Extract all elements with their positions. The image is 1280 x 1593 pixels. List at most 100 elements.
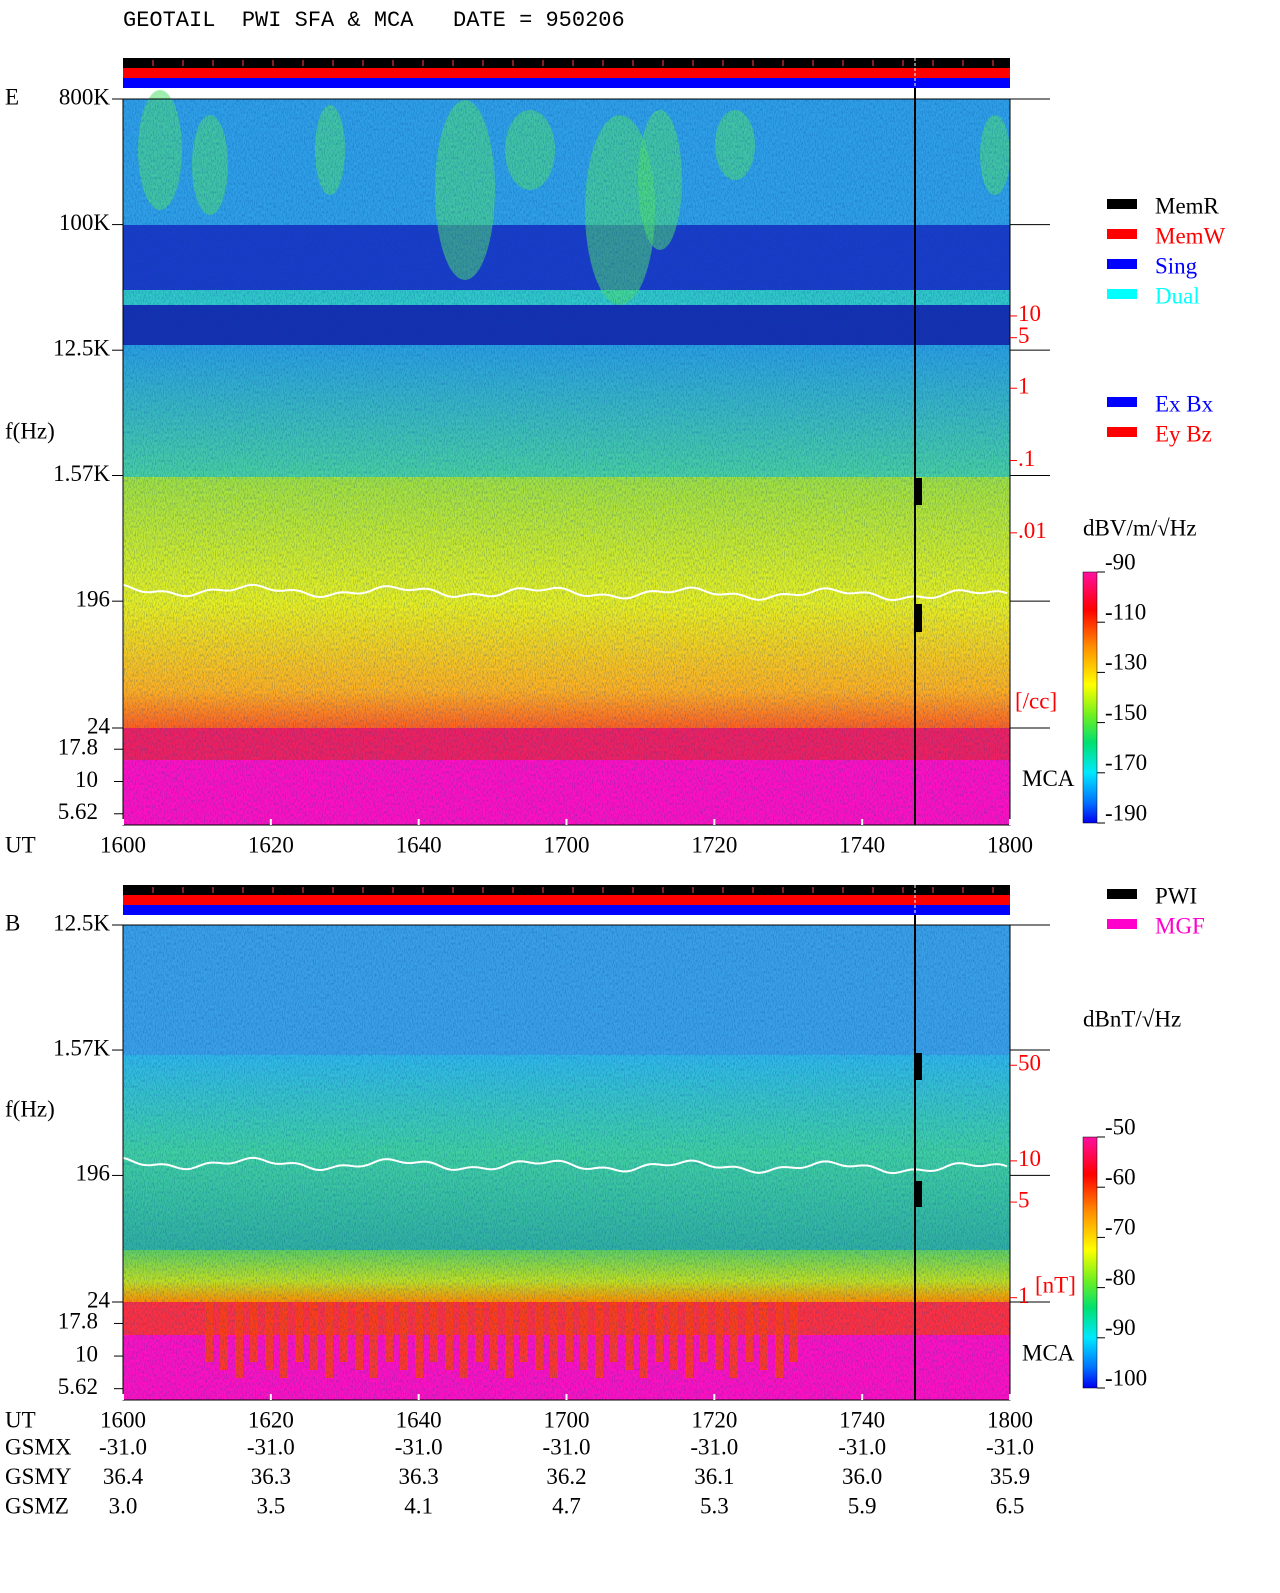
mca-tick-label: 17.8 <box>58 735 98 760</box>
noise-texture <box>123 99 1010 825</box>
colorbar-tick-label: -70 <box>1105 1215 1136 1240</box>
x-tick-label: 1620 <box>248 832 294 857</box>
legend-swatch <box>1107 259 1137 269</box>
legend-label: Sing <box>1155 253 1198 278</box>
legend-label: Dual <box>1155 283 1200 308</box>
panel-label: B <box>5 910 20 935</box>
orbit-value: -31.0 <box>99 1434 147 1459</box>
colorbar-tick-label: -80 <box>1105 1265 1136 1290</box>
mca-tick-label: 5.62 <box>58 799 98 824</box>
status-bar <box>123 68 1010 78</box>
colorbar-tick-label: -150 <box>1105 700 1147 725</box>
legend-label: Ex Bx <box>1155 391 1214 416</box>
y2-axis-label: [nT] <box>1035 1272 1076 1297</box>
panel-label: E <box>5 84 19 109</box>
status-bar <box>123 78 1010 88</box>
status-bar <box>123 905 1010 915</box>
orbit-value: 36.3 <box>251 1464 291 1489</box>
colorbar-label: dBnT/√Hz <box>1083 1006 1181 1031</box>
legend-label: MemW <box>1155 223 1226 248</box>
x-tick-label: 1640 <box>396 1407 442 1432</box>
legend-swatch <box>1107 427 1137 437</box>
orbit-row-label: GSMZ <box>5 1493 69 1518</box>
orbit-value: 5.9 <box>848 1493 877 1518</box>
legend-label: PWI <box>1155 883 1197 908</box>
y2-tick-label: .1 <box>1018 446 1035 471</box>
y-tick-label: 800K <box>59 84 111 109</box>
colorbar <box>1082 1136 1098 1389</box>
mode-mark <box>915 478 922 505</box>
status-bar <box>123 58 1010 68</box>
y2-tick-label: 10 <box>1018 1146 1041 1171</box>
x-tick-label: 1700 <box>544 1407 590 1432</box>
mca-tick-label: 10 <box>75 767 98 792</box>
orbit-row-label: GSMY <box>5 1464 72 1489</box>
colorbar-tick-label: -90 <box>1105 549 1136 574</box>
orbit-value: 6.5 <box>996 1493 1025 1518</box>
mode-mark <box>915 1181 922 1207</box>
chart-title: GEOTAIL PWI SFA & MCA DATE = 950206 <box>123 8 625 33</box>
status-bar <box>123 895 1010 905</box>
mca-label: MCA <box>1022 1340 1075 1365</box>
orbit-value: 35.9 <box>990 1464 1030 1489</box>
y-tick-label: 24 <box>87 713 111 738</box>
x-tick-label: 1600 <box>100 1407 146 1432</box>
y2-tick-label: 10 <box>1018 301 1041 326</box>
orbit-value: 4.7 <box>552 1493 581 1518</box>
orbit-value: 36.0 <box>842 1464 882 1489</box>
mode-mark <box>915 1053 922 1080</box>
y2-tick-label: 5 <box>1018 1187 1030 1212</box>
mca-tick-label: 5.62 <box>58 1374 98 1399</box>
x-tick-label: 1740 <box>839 1407 885 1432</box>
mca-label: MCA <box>1022 766 1075 791</box>
legend-swatch <box>1107 229 1137 239</box>
trace-line <box>122 583 1008 602</box>
y-tick-label: 12.5K <box>53 910 110 935</box>
x-tick-label: 1700 <box>544 832 590 857</box>
orbit-value: 36.4 <box>103 1464 144 1489</box>
y-tick-label: 12.5K <box>53 335 110 360</box>
x-tick-label: 1720 <box>691 832 737 857</box>
legend-swatch <box>1107 397 1137 407</box>
y2-tick-label: 1 <box>1018 374 1030 399</box>
mca-tick-label: 17.8 <box>58 1309 98 1334</box>
y-axis-label: f(Hz) <box>5 1096 55 1121</box>
colorbar-tick-label: -130 <box>1105 650 1147 675</box>
orbit-value: -31.0 <box>543 1434 591 1459</box>
x-tick-label: 1620 <box>248 1407 294 1432</box>
x-tick-label: 1800 <box>987 832 1033 857</box>
orbit-value: 5.3 <box>700 1493 729 1518</box>
mode-mark <box>915 604 922 632</box>
colorbar-tick-label: -90 <box>1105 1315 1136 1340</box>
colorbar-tick-label: -50 <box>1105 1114 1136 1139</box>
orbit-value: 4.1 <box>404 1493 433 1518</box>
legend-swatch <box>1107 889 1137 899</box>
y-tick-label: 1.57K <box>53 1035 110 1060</box>
x-axis-label: UT <box>5 1407 36 1432</box>
colorbar-tick-label: -110 <box>1105 599 1146 624</box>
colorbar-tick-label: -60 <box>1105 1164 1136 1189</box>
legend-label: MGF <box>1155 913 1205 938</box>
orbit-value: -31.0 <box>247 1434 295 1459</box>
legend-swatch <box>1107 289 1137 299</box>
orbit-value: 3.0 <box>109 1493 138 1518</box>
orbit-row-label: GSMX <box>5 1434 72 1459</box>
x-axis-label: UT <box>5 832 36 857</box>
x-tick-label: 1800 <box>987 1407 1033 1432</box>
orbit-value: 36.1 <box>694 1464 734 1489</box>
status-bar <box>123 885 1010 895</box>
y-axis-label: f(Hz) <box>5 418 55 443</box>
trace-line <box>122 1156 1008 1175</box>
y2-tick-label: 5 <box>1018 323 1030 348</box>
colorbar-tick-label: -190 <box>1105 800 1147 825</box>
x-tick-label: 1600 <box>100 832 146 857</box>
orbit-value: -31.0 <box>838 1434 886 1459</box>
y2-tick-label: 1 <box>1018 1283 1030 1308</box>
orbit-value: 36.2 <box>546 1464 586 1489</box>
colorbar-tick-label: -170 <box>1105 750 1147 775</box>
colorbar-tick-label: -100 <box>1105 1365 1147 1390</box>
colorbar-label: dBV/m/√Hz <box>1083 515 1197 540</box>
legend-label: MemR <box>1155 193 1220 218</box>
y2-tick-label: .01 <box>1018 518 1047 543</box>
colorbar <box>1082 571 1098 824</box>
